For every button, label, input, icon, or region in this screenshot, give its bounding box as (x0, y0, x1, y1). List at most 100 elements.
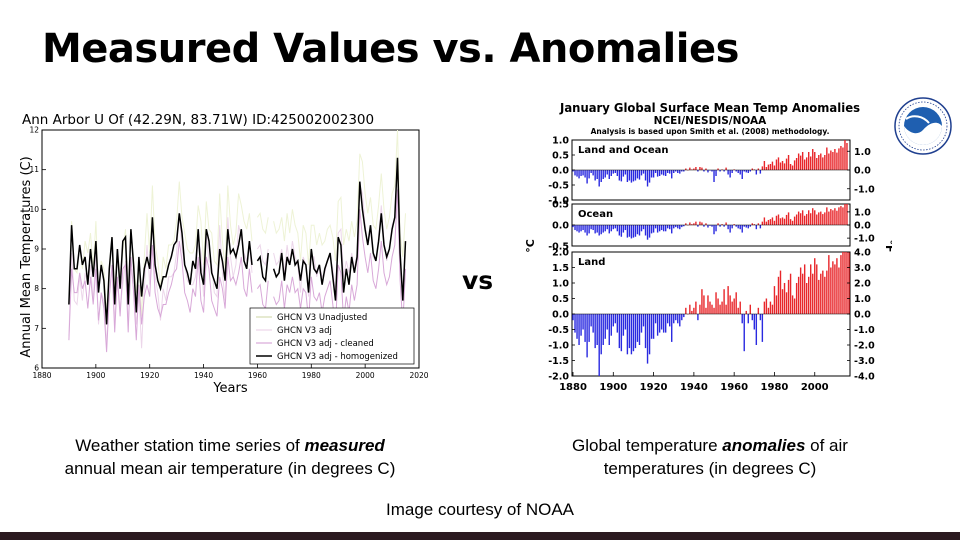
anomaly-bar (731, 170, 733, 173)
anomaly-bar (697, 225, 699, 227)
anomaly-bar (650, 225, 653, 234)
anomaly-bar (846, 204, 848, 225)
anomaly-bar (592, 225, 594, 231)
anomaly-bar (840, 206, 842, 225)
anomaly-bar (656, 170, 659, 177)
anomaly-bar (679, 170, 681, 174)
anomaly-bar (719, 170, 721, 172)
anomaly-bar (689, 222, 691, 225)
anomaly-bar (691, 310, 693, 314)
anomaly-bar (693, 168, 695, 170)
anomaly-bar (757, 223, 760, 225)
y-tick-label: -0.5 (548, 242, 569, 253)
y-tick-label: 2.0 (552, 248, 569, 259)
anomaly-bar (725, 304, 727, 314)
anomaly-bar (763, 301, 766, 314)
right-unit-label: °F (883, 239, 892, 252)
series-line-3 (68, 189, 406, 353)
x-tick-label: 1900 (599, 382, 627, 393)
anomaly-bar (604, 225, 606, 232)
anomaly-bar (777, 157, 780, 170)
anomaly-bar (808, 276, 810, 314)
y-tick-label-f: -1.0 (854, 325, 875, 336)
y-tick-label-f: 3.0 (854, 263, 871, 274)
anomaly-bar (816, 214, 818, 225)
anomaly-bar (717, 298, 719, 314)
y-tick-label-f: -3.0 (854, 356, 875, 367)
left-unit-label: °C (524, 239, 537, 253)
anomaly-bar (671, 170, 673, 179)
anomaly-bar (600, 314, 602, 355)
anomaly-bar (685, 168, 687, 170)
anomaly-bar (803, 264, 806, 314)
anomaly-bar (763, 161, 766, 170)
caption-left-post: annual mean air temperature (in degrees … (64, 459, 396, 478)
anomaly-bar (624, 170, 627, 175)
anomaly-bar (791, 295, 794, 314)
anomaly-bar (576, 170, 578, 177)
caption-right-emphasis: anomalies (722, 436, 806, 455)
anomaly-bar (727, 286, 729, 314)
anomaly-bar (805, 157, 808, 170)
anomaly-bar (767, 219, 770, 225)
anomaly-bar (709, 170, 711, 171)
anomaly-bar (574, 225, 576, 231)
anomaly-bar (673, 225, 675, 229)
anomaly-bar (572, 170, 574, 172)
anomaly-bar (646, 170, 649, 187)
anomaly-bar (765, 298, 768, 314)
anomaly-bar (638, 314, 641, 345)
anomaly-bar (735, 292, 737, 314)
anomaly-bar (606, 170, 608, 175)
anomaly-bar (618, 225, 621, 236)
anomaly-bar (824, 276, 826, 314)
anomaly-bar (789, 219, 792, 225)
anomaly-bar (632, 314, 635, 352)
anomaly-bar (785, 292, 788, 314)
anomaly-bar (805, 283, 808, 314)
anomaly-bar (689, 304, 691, 314)
x-tick-label: 1880 (559, 382, 587, 393)
anomaly-bar (781, 289, 784, 314)
anomaly-bar (622, 170, 625, 177)
anomaly-bar (707, 225, 709, 228)
anomaly-bar (705, 307, 707, 314)
anomaly-bar (693, 223, 695, 225)
anomaly-bar (681, 225, 683, 228)
anomaly-bar (765, 221, 768, 225)
anomaly-bar (779, 218, 782, 225)
anomaly-bar (634, 225, 637, 237)
y-tick-label: 9 (34, 245, 39, 254)
anomaly-bar (836, 152, 838, 170)
anomaly-bar (743, 225, 745, 227)
anomaly-bar (689, 167, 691, 170)
anomaly-bar (620, 314, 623, 352)
anomaly-bar (703, 170, 705, 172)
anomaly-bar (594, 314, 596, 349)
x-tick-label: 1940 (680, 382, 708, 393)
anomaly-bar (612, 314, 614, 327)
series-line-4 (68, 157, 407, 325)
anomaly-bar (801, 152, 804, 170)
noaa-logo (894, 97, 952, 155)
anomaly-bar (685, 307, 687, 314)
anomaly-bar (840, 146, 842, 170)
anomaly-bar (618, 170, 621, 181)
anomaly-bar (753, 314, 756, 330)
y-tick-label-f: 0.0 (854, 221, 871, 232)
anomaly-bar (679, 314, 681, 327)
y-tick-label: -0.5 (548, 325, 569, 336)
anomaly-bar (620, 170, 623, 182)
anomaly-bar (594, 225, 596, 234)
anomaly-bar (644, 314, 647, 349)
anomaly-bar (818, 155, 820, 170)
anomaly-bar (616, 314, 619, 333)
y-tick-label: 12 (29, 126, 39, 135)
bottom-bar (0, 532, 960, 540)
anomaly-bar (572, 314, 574, 321)
anomaly-bar (578, 225, 580, 233)
anomaly-bar (820, 153, 822, 170)
anomaly-bar (664, 314, 667, 333)
anomaly-bar (572, 225, 574, 228)
anomaly-bar (834, 149, 836, 170)
